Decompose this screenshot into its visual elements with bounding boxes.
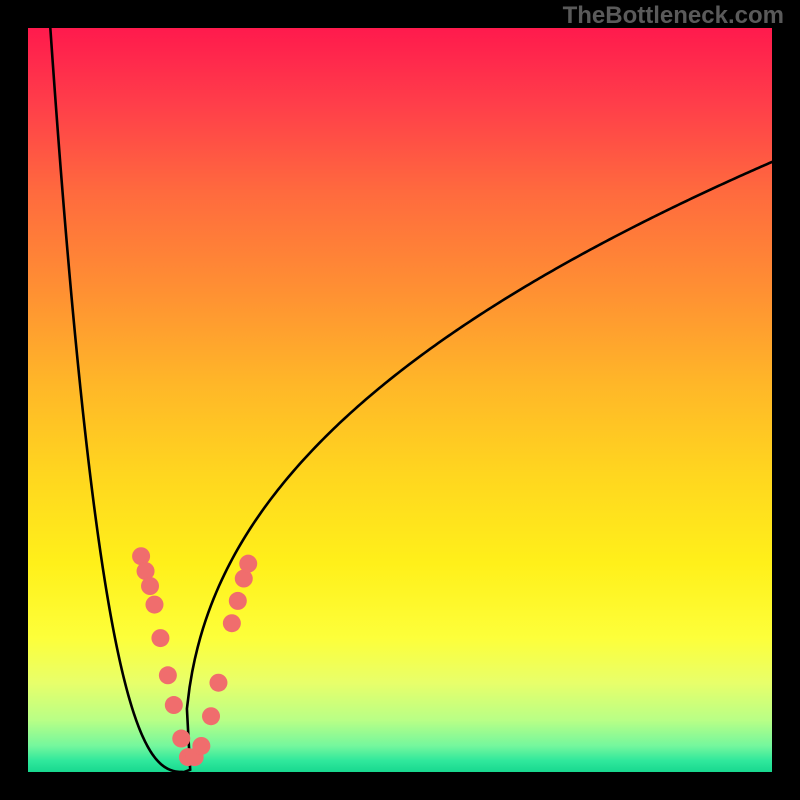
data-marker <box>202 707 220 725</box>
chart-svg <box>0 0 800 800</box>
data-marker <box>239 555 257 573</box>
data-marker <box>141 577 159 595</box>
data-marker <box>145 596 163 614</box>
data-marker <box>209 674 227 692</box>
data-marker <box>172 730 190 748</box>
data-marker <box>159 666 177 684</box>
data-marker <box>223 614 241 632</box>
plot-background <box>28 28 772 772</box>
data-marker <box>165 696 183 714</box>
data-marker <box>192 737 210 755</box>
data-marker <box>151 629 169 647</box>
chart-frame: TheBottleneck.com <box>0 0 800 800</box>
data-marker <box>229 592 247 610</box>
